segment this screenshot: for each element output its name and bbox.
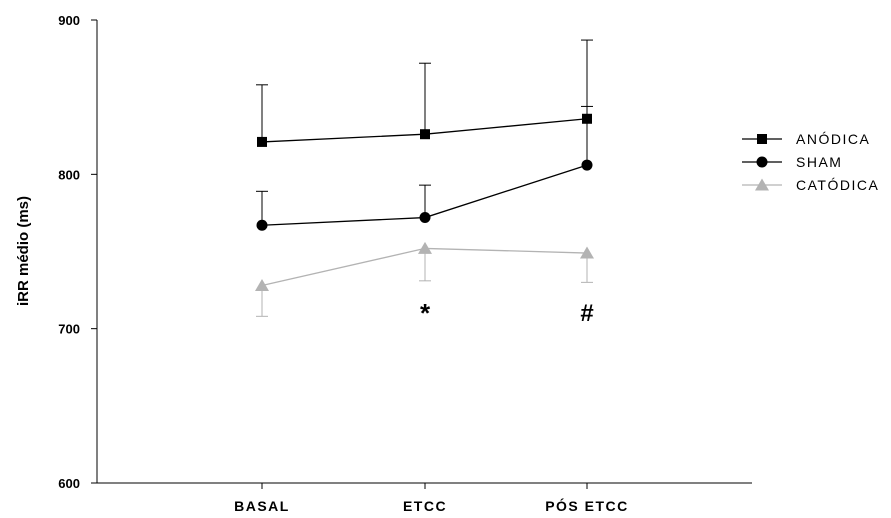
significance-mark: # bbox=[580, 300, 593, 327]
data-point bbox=[580, 246, 594, 259]
series-layer bbox=[255, 39, 594, 317]
data-point bbox=[256, 219, 268, 231]
x-tick-label: ETCC bbox=[403, 498, 447, 514]
legend-marker bbox=[757, 134, 767, 144]
data-point bbox=[419, 212, 431, 224]
x-tick-label: PÓS ETCC bbox=[545, 497, 629, 514]
legend-marker bbox=[755, 178, 769, 191]
legend-item-catodica: CATÓDICA bbox=[742, 177, 879, 193]
y-tick-label: 700 bbox=[58, 322, 80, 337]
data-point bbox=[257, 136, 267, 147]
x-tick-label: BASAL bbox=[234, 498, 290, 514]
y-tick-label: 800 bbox=[58, 167, 80, 182]
significance-mark: * bbox=[420, 298, 431, 328]
y-tick-label: 900 bbox=[58, 13, 80, 28]
data-point bbox=[581, 159, 593, 171]
legend-label: SHAM bbox=[796, 154, 842, 170]
legend-item-anodica: ANÓDICA bbox=[742, 131, 870, 147]
legend-marker bbox=[756, 156, 768, 168]
annotation-layer: * # bbox=[420, 298, 594, 328]
legend: ANÓDICA SHAM CATÓDICA bbox=[742, 131, 879, 193]
series-sham bbox=[256, 105, 593, 231]
y-axis-title: iRR médio (ms) bbox=[15, 196, 32, 306]
data-point bbox=[420, 129, 430, 140]
legend-label: CATÓDICA bbox=[796, 177, 879, 193]
legend-item-sham: SHAM bbox=[742, 154, 842, 170]
legend-label: ANÓDICA bbox=[796, 131, 870, 147]
axes: 600 700 800 900 BASAL ETCC PÓS ETCC bbox=[58, 13, 752, 514]
y-tick-label: 600 bbox=[58, 476, 80, 491]
series-anodica bbox=[256, 39, 593, 147]
series-catodica bbox=[255, 241, 594, 317]
data-point bbox=[255, 278, 269, 291]
data-point bbox=[418, 241, 432, 254]
